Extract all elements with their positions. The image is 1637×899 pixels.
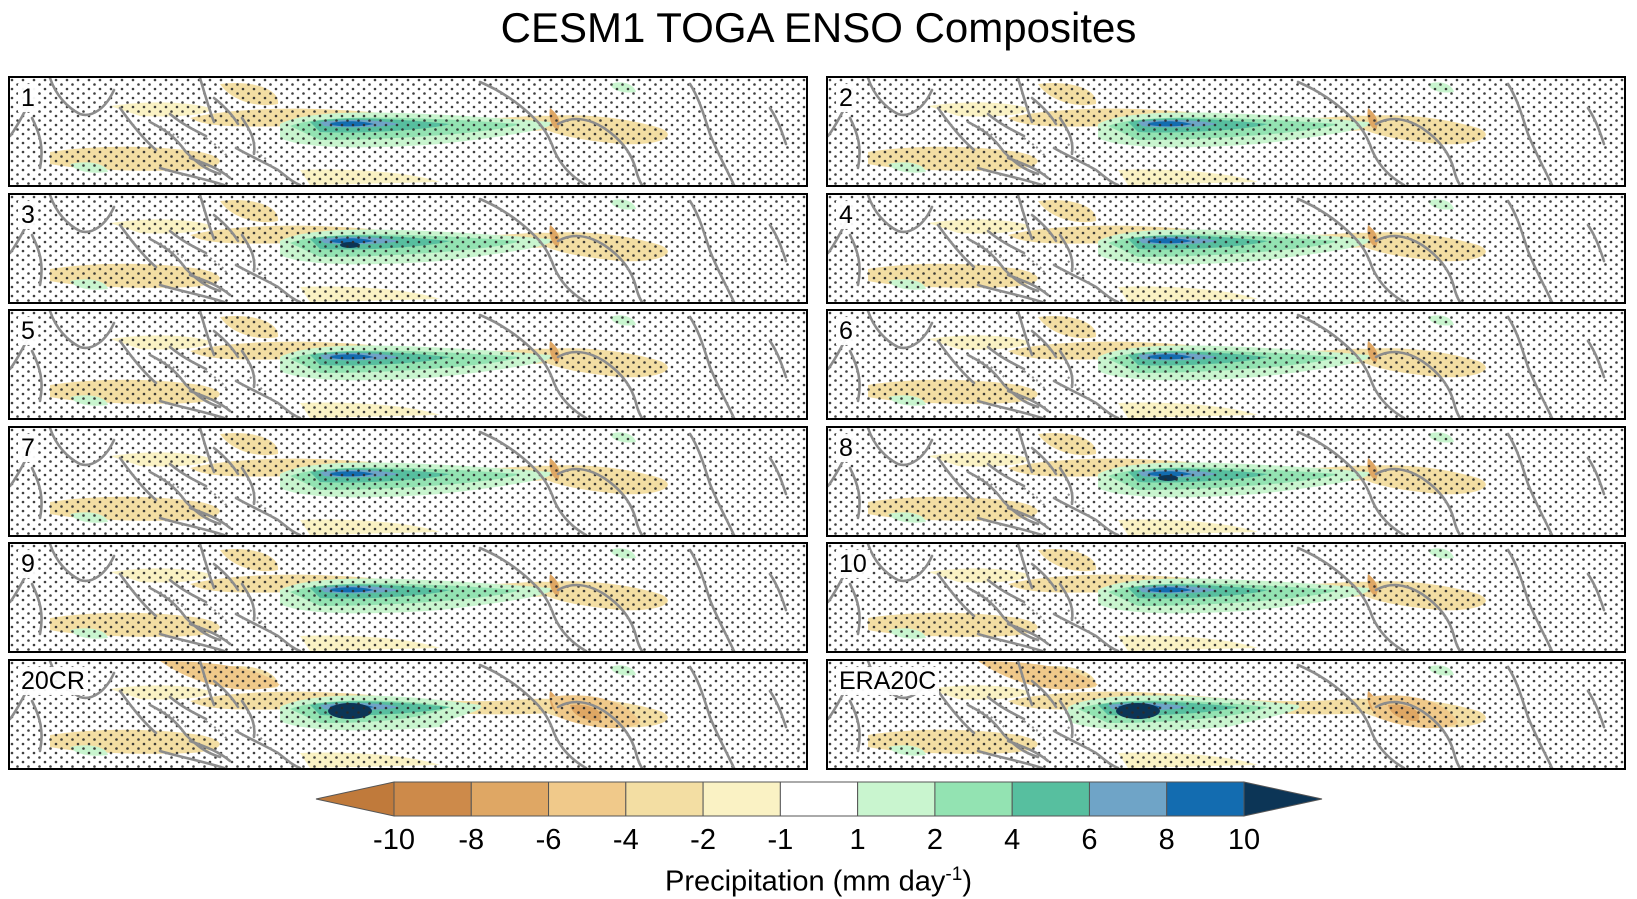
panel-label: 6 bbox=[836, 317, 856, 345]
colorbar-box bbox=[857, 781, 936, 817]
panel-label: 20CR bbox=[18, 666, 88, 695]
significance-stippling bbox=[10, 427, 806, 535]
colorbar-box bbox=[702, 781, 781, 817]
coastlines bbox=[828, 311, 1606, 418]
map-panel-20cr: 20CR bbox=[8, 658, 808, 770]
colorbar-tick-label: -8 bbox=[458, 824, 485, 856]
panel-label: 9 bbox=[18, 550, 38, 578]
precipitation-map bbox=[10, 544, 806, 651]
map-panel-2: 2 bbox=[826, 76, 1626, 187]
colorbar-box bbox=[1166, 781, 1245, 817]
colorbar-tick-label: 10 bbox=[1227, 824, 1261, 856]
precipitation-map bbox=[10, 427, 806, 535]
panel-label: 7 bbox=[18, 433, 38, 462]
colorbar-box bbox=[934, 781, 1013, 817]
colorbar-label-close: ) bbox=[962, 865, 972, 898]
coastlines bbox=[828, 427, 1606, 535]
colorbar-box bbox=[625, 781, 704, 817]
colorbar-label-main: Precipitation (mm day bbox=[664, 865, 946, 898]
coastlines bbox=[828, 660, 1606, 768]
map-panel-1: 1 bbox=[8, 76, 808, 187]
significance-stippling bbox=[828, 427, 1624, 535]
coastlines bbox=[10, 194, 788, 302]
colorbar-tick-label: 1 bbox=[849, 824, 866, 856]
panel-label: 1 bbox=[18, 84, 38, 112]
colorbar-box bbox=[1088, 781, 1168, 817]
colorbar-bar bbox=[315, 781, 1323, 817]
significance-stippling bbox=[828, 194, 1624, 302]
panel-label: ERA20C bbox=[836, 666, 940, 695]
colorbar-tick-label: -10 bbox=[373, 824, 415, 856]
coastlines bbox=[10, 544, 788, 651]
colorbar-label: Precipitation (mm day-1) bbox=[0, 858, 1637, 899]
precipitation-map bbox=[828, 544, 1624, 651]
colorbar-left-triangle bbox=[315, 781, 395, 817]
panel-label: 2 bbox=[836, 84, 856, 112]
colorbar-box bbox=[393, 781, 472, 817]
colorbar-box bbox=[1011, 781, 1090, 817]
significance-stippling bbox=[10, 660, 806, 768]
coastlines bbox=[10, 427, 788, 535]
colorbar-tick-label: -2 bbox=[690, 824, 716, 856]
coastlines bbox=[10, 660, 788, 768]
precipitation-map bbox=[828, 311, 1624, 418]
colorbar-tick-label: 6 bbox=[1081, 824, 1098, 856]
colorbar-box bbox=[470, 781, 550, 817]
precipitation-map bbox=[10, 660, 806, 768]
panel-label: 3 bbox=[18, 200, 38, 229]
coastlines bbox=[10, 311, 788, 418]
colorbar-tick-label: 8 bbox=[1158, 824, 1175, 856]
precipitation-map bbox=[10, 311, 806, 418]
map-panel-8: 8 bbox=[826, 425, 1626, 537]
significance-stippling bbox=[828, 660, 1624, 768]
significance-stippling bbox=[10, 78, 806, 185]
map-panel-6: 6 bbox=[826, 309, 1626, 420]
colorbar-tick-label: 4 bbox=[1004, 824, 1021, 856]
map-panel-7: 7 bbox=[8, 425, 808, 537]
colorbar-tick-label: -1 bbox=[767, 824, 794, 856]
map-panel-9: 9 bbox=[8, 542, 808, 653]
map-panel-3: 3 bbox=[8, 192, 808, 304]
panel-label: 10 bbox=[836, 550, 870, 578]
panel-label: 8 bbox=[836, 433, 856, 462]
precipitation-map bbox=[828, 78, 1624, 185]
precipitation-map bbox=[10, 194, 806, 302]
significance-stippling bbox=[828, 78, 1624, 185]
panel-label: 5 bbox=[18, 317, 38, 345]
precipitation-map bbox=[10, 78, 806, 185]
precipitation-map bbox=[828, 194, 1624, 302]
colorbar-label-exponent: -1 bbox=[945, 864, 963, 885]
map-panel-5: 5 bbox=[8, 309, 808, 420]
colorbar-box bbox=[779, 781, 859, 817]
coastlines bbox=[828, 544, 1606, 651]
colorbar-box bbox=[548, 781, 627, 817]
significance-stippling bbox=[828, 544, 1624, 651]
map-panel-4: 4 bbox=[826, 192, 1626, 304]
figure-title: CESM1 TOGA ENSO Composites bbox=[500, 4, 1137, 51]
precipitation-map bbox=[828, 660, 1624, 768]
colorbar-tick-label: 2 bbox=[926, 824, 943, 856]
map-panel-10: 10 bbox=[826, 542, 1626, 653]
significance-stippling bbox=[10, 194, 806, 302]
significance-stippling bbox=[828, 311, 1624, 418]
coastlines bbox=[828, 78, 1606, 185]
significance-stippling bbox=[10, 311, 806, 418]
panel-label: 4 bbox=[836, 200, 856, 229]
colorbar-tick-label: -4 bbox=[612, 824, 639, 856]
precipitation-map bbox=[828, 427, 1624, 535]
coastlines bbox=[828, 194, 1606, 302]
significance-stippling bbox=[10, 544, 806, 651]
colorbar-tick-label: -6 bbox=[535, 824, 562, 856]
coastlines bbox=[10, 78, 788, 185]
colorbar-right-triangle bbox=[1243, 781, 1323, 817]
map-panel-era20c: ERA20C bbox=[826, 658, 1626, 770]
